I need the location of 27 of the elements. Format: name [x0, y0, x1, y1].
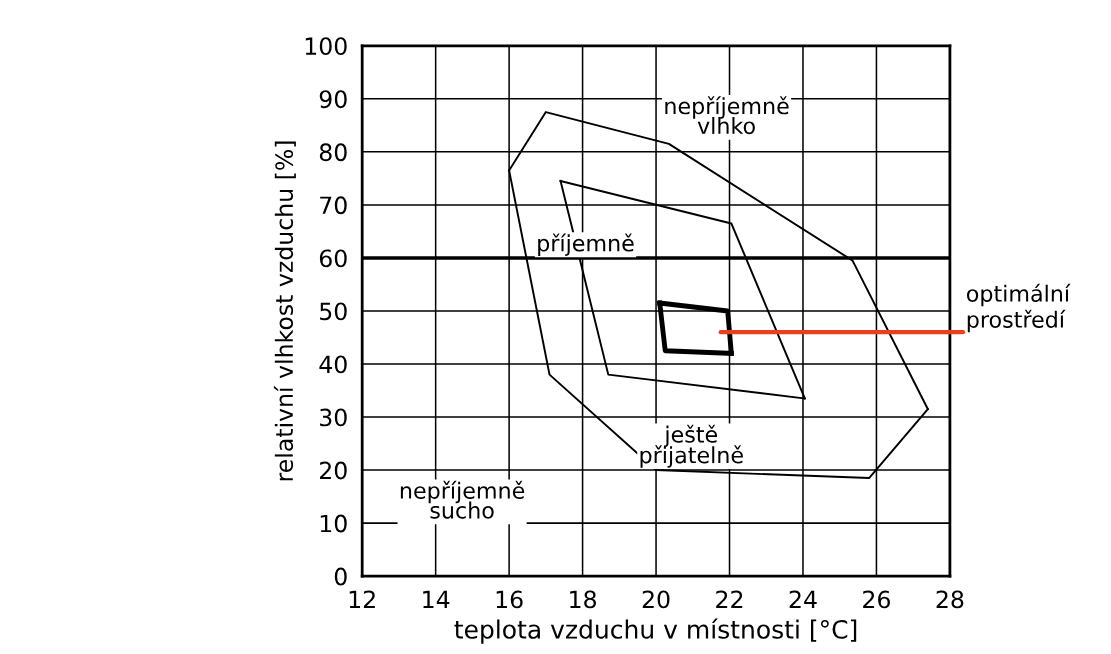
y-tick-label: 40: [319, 355, 347, 374]
x-tick-label: 12: [349, 590, 375, 608]
x-tick-label: 28: [936, 590, 964, 609]
x-tick-label: 22: [716, 590, 743, 608]
x-tick-label: 14: [423, 590, 450, 608]
y-tick-label: 100: [305, 37, 347, 56]
y-tick-label: 50: [320, 302, 347, 321]
y-tick-label: 70: [320, 196, 347, 215]
text: optimální prostředí: [967, 283, 1071, 333]
y-axis-title: relativní vlhkost vzduchu [%]: [273, 141, 296, 481]
y-tick-label: 10: [320, 514, 347, 533]
x-axis-title: teplota vzduchu v místnosti [°C]: [454, 618, 857, 644]
x-tick-label: 26: [863, 590, 890, 609]
x-tick-label: 24: [789, 590, 817, 608]
y-tick-label: 20: [319, 461, 347, 480]
annotation: nepříjemně sucho: [400, 480, 525, 519]
annotation: ještě přijatelně: [640, 424, 743, 468]
x-tick-label: 20: [642, 590, 670, 609]
y-tick-label: 60: [319, 249, 347, 268]
annotation: nepříjemně vlhko: [665, 96, 789, 135]
y-tick-label: 90: [319, 90, 347, 109]
x-tick-label: 16: [496, 590, 523, 609]
x-tick-label: 18: [570, 590, 596, 609]
y-tick-label: 80: [319, 143, 347, 162]
y-tick-label: 0: [334, 567, 347, 586]
annotation: příjemně: [538, 233, 634, 256]
y-tick-label: 30: [320, 408, 347, 427]
